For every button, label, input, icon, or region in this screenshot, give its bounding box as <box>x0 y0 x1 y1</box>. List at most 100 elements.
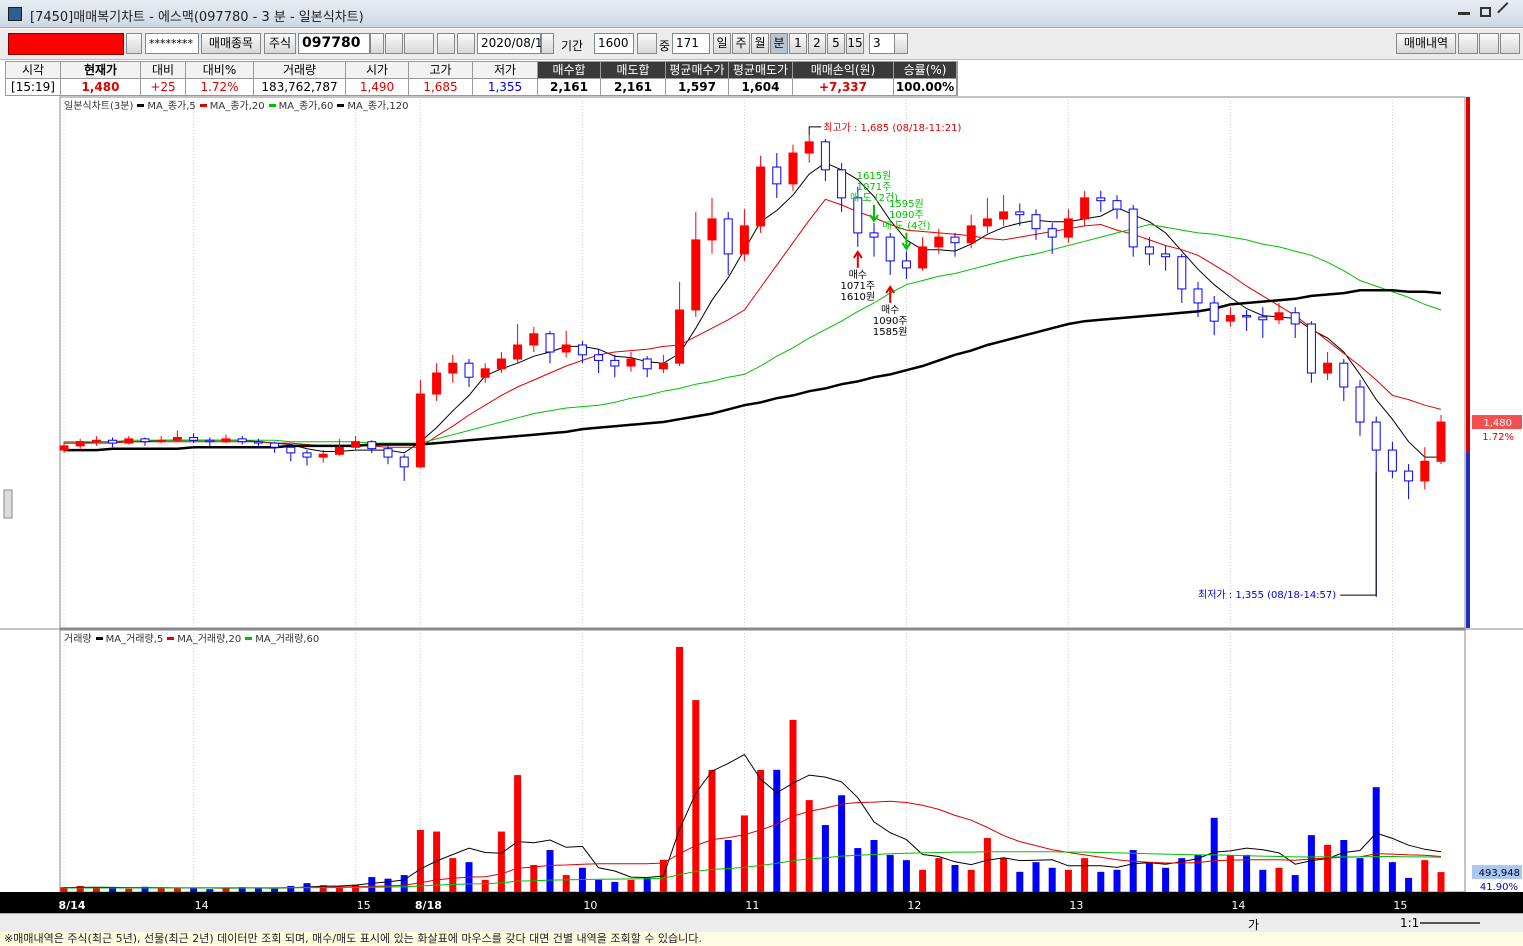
period-input[interactable]: 1600 <box>594 33 634 54</box>
info-value: 1,355 <box>473 79 538 96</box>
candle-body <box>1290 312 1300 325</box>
last-volume-box <box>1472 865 1522 880</box>
next-button[interactable] <box>437 33 455 54</box>
candle-body <box>415 393 425 468</box>
candle-body <box>869 232 879 238</box>
candle-body <box>124 438 134 444</box>
legend-swatch <box>137 104 145 107</box>
volume-bar <box>222 887 230 892</box>
volume-bar <box>708 769 716 892</box>
date-dropdown[interactable] <box>541 33 554 54</box>
timeframe-button[interactable]: 일 <box>713 33 731 54</box>
candle-body <box>1177 256 1187 290</box>
account-field[interactable] <box>8 33 124 55</box>
volume-bar <box>1016 871 1024 892</box>
menu-button[interactable] <box>404 33 434 54</box>
code-input[interactable]: 097780 <box>298 33 370 54</box>
volume-bar <box>400 875 408 892</box>
volume-bar <box>1145 862 1153 892</box>
candle-body <box>756 166 766 227</box>
account-dropdown[interactable] <box>126 33 142 54</box>
info-value: 100.00% <box>894 79 957 96</box>
x-tick-label: 10 <box>583 899 597 912</box>
trade-items-button[interactable]: 매매종목 <box>201 33 261 54</box>
mid-input[interactable]: 171 <box>672 33 710 54</box>
volume-bar <box>627 879 635 892</box>
legend-swatch <box>268 104 276 107</box>
candle-body <box>675 309 685 364</box>
info-value: 183,762,787 <box>254 79 346 96</box>
legend-swatch <box>167 637 175 640</box>
settings-button[interactable] <box>1500 33 1520 54</box>
code-dropdown[interactable] <box>370 33 384 54</box>
info-value: 2,161 <box>601 79 666 96</box>
info-header: 매매손익(원) <box>793 62 894 79</box>
interval-dropdown[interactable] <box>894 33 908 54</box>
legend-entry: MA_종가,20 <box>209 101 265 112</box>
volume-bar <box>1081 858 1089 892</box>
info-header: 거래량 <box>254 62 346 79</box>
zoom-button[interactable]: 1:1 <box>1400 916 1420 930</box>
timeframe-button[interactable]: 1 <box>789 33 807 54</box>
volume-bar <box>870 839 878 892</box>
volume-bar <box>206 889 214 892</box>
volume-bar <box>1388 862 1396 892</box>
password-field[interactable]: ******** <box>145 33 199 54</box>
volume-bar <box>271 888 279 892</box>
volume-bar <box>1405 877 1413 892</box>
volume-bar <box>416 829 424 892</box>
timeframe-button[interactable]: 5 <box>827 33 845 54</box>
market-button[interactable]: 주식 <box>264 33 296 54</box>
date-input[interactable]: 2020/08/18 <box>477 33 550 54</box>
candle-body <box>577 344 587 356</box>
change-label: 1.72% <box>1482 432 1514 443</box>
candle-body <box>642 358 652 370</box>
font-button[interactable]: 가 <box>1248 918 1260 932</box>
volume-bar <box>368 877 376 892</box>
info-header: 매도합 <box>601 62 666 79</box>
candle-body <box>1128 208 1138 248</box>
minimize-button[interactable] <box>1458 12 1470 15</box>
zoom-slider[interactable] <box>1420 922 1480 924</box>
candle-body <box>383 448 393 458</box>
info-value: 1,480 <box>61 79 141 96</box>
candle-body <box>1063 218 1073 238</box>
candle-body <box>804 141 814 154</box>
timeframe-button[interactable]: 15 <box>846 33 864 54</box>
candle-body <box>658 362 668 370</box>
legend-title: 일본식차트(3분) <box>64 101 134 112</box>
volume-bar <box>1372 787 1380 892</box>
prev-button[interactable] <box>457 33 475 54</box>
sell-arrow <box>869 204 879 223</box>
timeframe-button[interactable]: 주 <box>732 33 750 54</box>
legend-entry: MA_종가,60 <box>278 101 334 112</box>
ma-line <box>64 851 1442 889</box>
buy-arrow <box>852 250 863 268</box>
x-tick-label: 14 <box>1231 899 1245 912</box>
search-button[interactable] <box>385 33 403 54</box>
legend-entry: MA_거래량,20 <box>177 634 242 645</box>
volume-bar <box>757 769 765 892</box>
volume-bar <box>902 860 910 892</box>
candle-body <box>1225 315 1235 322</box>
timeframe-button[interactable]: 분 <box>770 33 788 54</box>
candle-body <box>1193 288 1203 304</box>
volume-bar <box>449 858 457 892</box>
period-icon[interactable] <box>637 33 657 54</box>
timeframe-button[interactable]: 월 <box>751 33 769 54</box>
save-button[interactable] <box>1479 33 1499 54</box>
candle-body <box>1339 362 1349 388</box>
price-bar-down <box>1466 452 1470 628</box>
open-button[interactable] <box>1458 33 1478 54</box>
maximize-button[interactable] <box>1480 7 1491 17</box>
candle-body <box>999 211 1009 220</box>
x-tick-label: 14 <box>195 899 209 912</box>
volume-ratio-label: 41.90% <box>1480 882 1518 893</box>
volume-bar <box>1421 860 1429 892</box>
volume-bar <box>821 825 829 892</box>
candle-body <box>1080 197 1090 220</box>
sell-label: 1071주 <box>857 182 892 193</box>
volume-bar <box>141 886 149 892</box>
trade-history-button[interactable]: 매매내역 <box>1396 33 1456 54</box>
timeframe-button[interactable]: 2 <box>808 33 826 54</box>
